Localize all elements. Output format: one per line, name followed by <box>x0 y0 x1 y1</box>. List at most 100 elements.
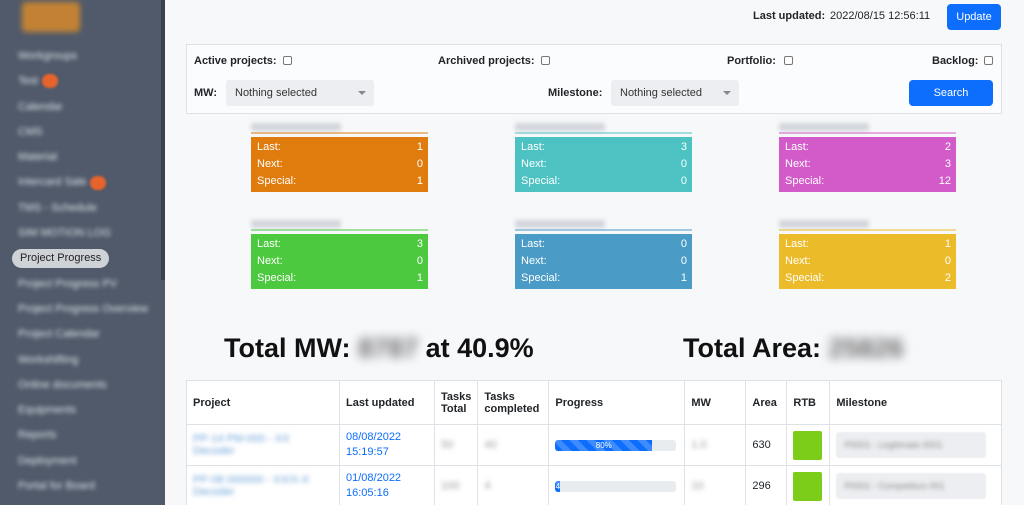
sidebar-item-label: Project Progress Overview <box>18 302 149 315</box>
card-row-special: Special: 2 <box>785 272 951 284</box>
backlog-checkbox[interactable] <box>984 56 993 65</box>
col-tasks-completed[interactable]: Tasks completed <box>477 380 550 425</box>
chevron-down-icon <box>358 91 366 95</box>
sidebar-item[interactable]: TMS - Schedule <box>0 196 165 221</box>
sidebar-item-label: Intercard Sale <box>18 176 87 189</box>
sidebar-item[interactable]: Intercard Sale <box>0 170 165 195</box>
card-row-last: Last: 3 <box>257 238 423 250</box>
card-row-special: Special: 0 <box>521 175 687 187</box>
sidebar-item-label: Project Progress PV <box>18 277 118 290</box>
card-row-next: Next: 0 <box>257 255 423 267</box>
summary-card: Last: 1 Next: 0 Special: 1 <box>251 123 428 192</box>
total-mw-label: Total MW: <box>224 333 351 363</box>
archived-projects-checkbox[interactable] <box>541 56 550 65</box>
sidebar-item-label: Project Progress <box>12 249 110 269</box>
col-project[interactable]: Project <box>186 380 340 425</box>
last-updated-cell[interactable]: 08/08/2022 15:19:57 <box>339 424 435 466</box>
card-body: Last: 1 Next: 0 Special: 1 <box>251 137 428 192</box>
tasks-total-cell: 50 <box>433 424 479 466</box>
sidebar-item[interactable]: Online documents <box>0 373 165 398</box>
notification-badge <box>42 74 59 89</box>
card-row-special: Special: 1 <box>257 175 423 187</box>
card-row-special: Special: 1 <box>521 272 687 284</box>
portfolio-checkbox[interactable] <box>784 56 793 65</box>
sidebar-item[interactable]: Deployment <box>0 449 165 474</box>
card-body: Last: 3 Next: 0 Special: 0 <box>515 137 692 192</box>
card-row-last: Last: 3 <box>521 141 687 153</box>
col-mw[interactable]: MW <box>684 380 747 425</box>
sidebar-item[interactable]: Project Progress PV <box>0 272 165 297</box>
filter-panel: Active projects: Archived projects: Port… <box>186 44 1002 114</box>
rtb-status-indicator <box>793 430 823 460</box>
card-row-next: Next: 0 <box>521 158 687 170</box>
main-content: Last updated: 2022/08/15 12:56:11 Update… <box>165 0 1024 505</box>
sidebar-item[interactable]: Project Progress <box>0 246 165 271</box>
search-button[interactable]: Search <box>909 80 993 106</box>
col-progress[interactable]: Progress <box>548 380 686 425</box>
card-row-next: Next: 0 <box>257 158 423 170</box>
company-logo[interactable] <box>22 2 80 32</box>
sidebar-item[interactable]: Workgroups <box>0 44 165 69</box>
sidebar-item[interactable]: SIM MOTION LOG <box>0 221 165 246</box>
tasks-completed-cell: 4 <box>477 465 550 505</box>
card-body: Last: 2 Next: 3 Special: 12 <box>779 137 956 192</box>
card-row-next: Next: 0 <box>785 255 951 267</box>
table-row[interactable]: PP-14 PM-000 - XX Decoder 08/08/2022 15:19… <box>186 424 1002 466</box>
projects-table: Project Last updated Tasks Total Tasks com… <box>186 380 1002 505</box>
card-row-special: Special: 1 <box>257 272 423 284</box>
total-area-label: Total Area: <box>683 333 822 363</box>
card-row-last: Last: 1 <box>257 141 423 153</box>
sidebar-item-label: Test <box>18 75 39 88</box>
project-link[interactable]: PP-14 PM-000 - XX Decoder <box>193 433 290 457</box>
card-row-last: Last: 2 <box>785 141 951 153</box>
rtb-status-indicator <box>793 471 823 501</box>
sidebar-item[interactable]: Project Progress Overview <box>0 297 165 322</box>
card-row-next: Next: 0 <box>521 255 687 267</box>
update-button[interactable]: Update <box>947 4 1001 30</box>
sidebar-item-label: Workshifting <box>18 353 79 366</box>
last-updated-cell[interactable]: 01/08/2022 16:05:16 <box>339 465 435 505</box>
rtb-cell <box>786 465 831 505</box>
sidebar-item[interactable]: Material <box>0 145 165 170</box>
active-projects-checkbox[interactable] <box>283 56 292 65</box>
sidebar-item[interactable]: Project Calendar <box>0 322 165 347</box>
sidebar-scrollbar[interactable] <box>161 0 165 280</box>
sidebar: Workgroups Test Calendar CMS Material Interca… <box>0 0 165 505</box>
sidebar-item[interactable]: Equipments <box>0 398 165 423</box>
sidebar-item[interactable]: Portal for Board <box>0 474 165 499</box>
summary-card: Last: 3 Next: 0 Special: 1 <box>251 220 428 289</box>
col-last-updated[interactable]: Last updated <box>339 380 435 425</box>
card-title <box>251 123 428 134</box>
sidebar-item[interactable]: Test <box>0 69 165 94</box>
card-title <box>779 220 956 231</box>
mw-cell: 10 <box>684 465 747 505</box>
summary-card: Last: 2 Next: 3 Special: 12 <box>779 123 956 192</box>
col-rtb[interactable]: RTB <box>786 380 831 425</box>
chevron-down-icon <box>723 91 731 95</box>
sidebar-item[interactable]: Calendar <box>0 95 165 120</box>
sidebar-item-label: Online documents <box>18 378 107 391</box>
project-link[interactable]: PP-08 000000 - XX/X-X Decoder <box>193 474 310 498</box>
area-cell: 296 <box>745 465 788 505</box>
card-body: Last: 3 Next: 0 Special: 1 <box>251 234 428 289</box>
project-cell[interactable]: PP-14 PM-000 - XX Decoder <box>186 424 340 466</box>
sidebar-item[interactable]: Reports <box>0 423 165 448</box>
summary-card: Last: 3 Next: 0 Special: 0 <box>515 123 692 192</box>
table-row[interactable]: PP-08 000000 - XX/X-X Decoder 01/08/2022 1… <box>186 465 1002 505</box>
progress-bar: 4 <box>555 480 677 492</box>
col-milestone[interactable]: Milestone <box>829 380 1002 425</box>
milestone-select[interactable]: Nothing selected <box>611 80 739 106</box>
milestone-cell: P0001 - Competitors 001 <box>829 465 1002 505</box>
total-area: Total Area: 25826 <box>683 333 904 364</box>
project-cell[interactable]: PP-08 000000 - XX/X-X Decoder <box>186 465 340 505</box>
sidebar-item-label: Workgroups <box>18 50 78 62</box>
col-tasks-total[interactable]: Tasks Total <box>433 380 479 425</box>
sidebar-item[interactable]: CMS <box>0 120 165 145</box>
col-area[interactable]: Area <box>745 380 788 425</box>
mw-select[interactable]: Nothing selected <box>226 80 374 106</box>
rtb-cell <box>786 424 831 466</box>
sidebar-item[interactable]: Workshifting <box>0 348 165 373</box>
card-title <box>251 220 428 231</box>
mw-select-value: Nothing selected <box>235 87 317 99</box>
card-row-next: Next: 3 <box>785 158 951 170</box>
